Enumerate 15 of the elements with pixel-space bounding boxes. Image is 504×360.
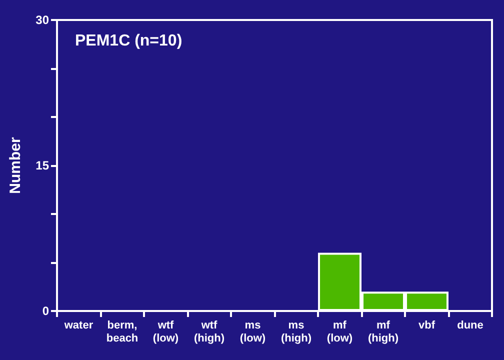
y-tick-label: 30 xyxy=(36,13,50,27)
x-tick-label: wtf (high) xyxy=(194,320,225,344)
x-tick-label: mf (low) xyxy=(326,320,353,344)
x-tick-label: vbf xyxy=(418,320,436,332)
x-tick-label: dune xyxy=(457,320,484,332)
y-axis-title: Number xyxy=(7,137,24,194)
y-tick-label: 0 xyxy=(42,304,50,318)
x-tick-label: berm, beach xyxy=(106,320,138,344)
x-tick-label: ms (high) xyxy=(280,320,312,344)
y-tick-label: 15 xyxy=(36,158,50,172)
x-tick-label: ms (low) xyxy=(240,320,266,344)
x-tick-label: wtf (low) xyxy=(152,320,179,344)
x-tick-label: mf (high) xyxy=(368,320,399,344)
x-tick-label: water xyxy=(63,320,94,332)
text: PEM1C (n=10) xyxy=(75,32,182,50)
